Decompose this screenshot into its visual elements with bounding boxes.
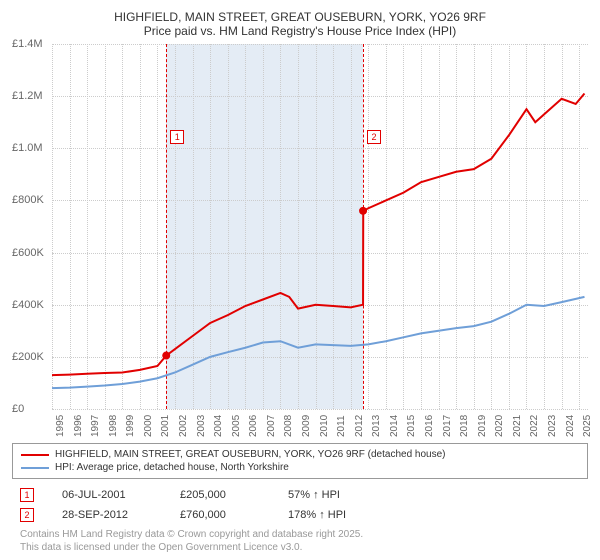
sale-price: £205,000 <box>180 489 260 501</box>
x-axis-tick: 1996 <box>73 415 84 437</box>
chart-svg <box>12 44 588 409</box>
sale-price: £760,000 <box>180 509 260 521</box>
x-axis-tick: 2006 <box>248 415 259 437</box>
sale-dot <box>359 207 367 215</box>
x-axis-tick: 2019 <box>477 415 488 437</box>
x-axis-tick: 2012 <box>354 415 365 437</box>
x-axis-tick: 2025 <box>582 415 593 437</box>
x-axis-tick: 2009 <box>301 415 312 437</box>
x-axis-tick: 2010 <box>319 415 330 437</box>
x-axis-tick: 2016 <box>424 415 435 437</box>
sale-number-box: 1 <box>20 488 34 502</box>
sale-delta: 178% ↑ HPI <box>288 509 346 521</box>
chart-titles: HIGHFIELD, MAIN STREET, GREAT OUSEBURN, … <box>12 10 588 38</box>
x-axis-tick: 2013 <box>371 415 382 437</box>
legend-item: HIGHFIELD, MAIN STREET, GREAT OUSEBURN, … <box>21 448 579 461</box>
x-axis-tick: 2005 <box>231 415 242 437</box>
legend-swatch <box>21 454 49 456</box>
x-axis-tick: 2011 <box>336 415 347 437</box>
chart-subtitle: Price paid vs. HM Land Registry's House … <box>12 24 588 38</box>
sale-number-box: 2 <box>20 508 34 522</box>
attribution-line: This data is licensed under the Open Gov… <box>20 542 580 555</box>
x-axis-tick: 2020 <box>494 415 505 437</box>
attribution: Contains HM Land Registry data © Crown c… <box>12 529 588 554</box>
price-chart: £0£200K£400K£600K£800K£1.0M£1.2M£1.4M199… <box>12 44 588 437</box>
sale-dot <box>162 352 170 360</box>
x-axis-tick: 1999 <box>125 415 136 437</box>
legend-label: HIGHFIELD, MAIN STREET, GREAT OUSEBURN, … <box>55 449 446 460</box>
x-axis-tick: 2021 <box>512 415 523 437</box>
sale-row: 2 28-SEP-2012 £760,000 178% ↑ HPI <box>12 505 588 525</box>
x-axis-tick: 2000 <box>143 415 154 437</box>
x-axis-tick: 2014 <box>389 415 400 437</box>
x-axis-tick: 2022 <box>529 415 540 437</box>
sale-events: 1 06-JUL-2001 £205,000 57% ↑ HPI 2 28-SEP-201… <box>12 485 588 525</box>
legend: HIGHFIELD, MAIN STREET, GREAT OUSEBURN, … <box>12 443 588 479</box>
sale-row: 1 06-JUL-2001 £205,000 57% ↑ HPI <box>12 485 588 505</box>
x-axis-tick: 1997 <box>90 415 101 437</box>
x-axis-tick: 2023 <box>547 415 558 437</box>
series-hpi <box>52 297 584 388</box>
sale-date: 06-JUL-2001 <box>62 489 152 501</box>
legend-swatch <box>21 467 49 469</box>
sale-delta: 57% ↑ HPI <box>288 489 340 501</box>
x-axis-tick: 2007 <box>266 415 277 437</box>
gridline <box>52 409 588 410</box>
chart-title: HIGHFIELD, MAIN STREET, GREAT OUSEBURN, … <box>12 10 588 24</box>
x-axis-tick: 2024 <box>565 415 576 437</box>
x-axis-tick: 1998 <box>108 415 119 437</box>
sale-date: 28-SEP-2012 <box>62 509 152 521</box>
legend-label: HPI: Average price, detached house, Nort… <box>55 462 289 473</box>
attribution-line: Contains HM Land Registry data © Crown c… <box>20 529 580 542</box>
x-axis-tick: 1995 <box>55 415 66 437</box>
legend-item: HPI: Average price, detached house, Nort… <box>21 461 579 474</box>
x-axis-tick: 2001 <box>160 415 171 437</box>
x-axis-tick: 2003 <box>196 415 207 437</box>
x-axis-tick: 2015 <box>406 415 417 437</box>
x-axis-tick: 2004 <box>213 415 224 437</box>
x-axis-tick: 2017 <box>442 415 453 437</box>
x-axis-tick: 2002 <box>178 415 189 437</box>
x-axis-tick: 2008 <box>283 415 294 437</box>
x-axis-tick: 2018 <box>459 415 470 437</box>
series-subject <box>52 94 584 376</box>
